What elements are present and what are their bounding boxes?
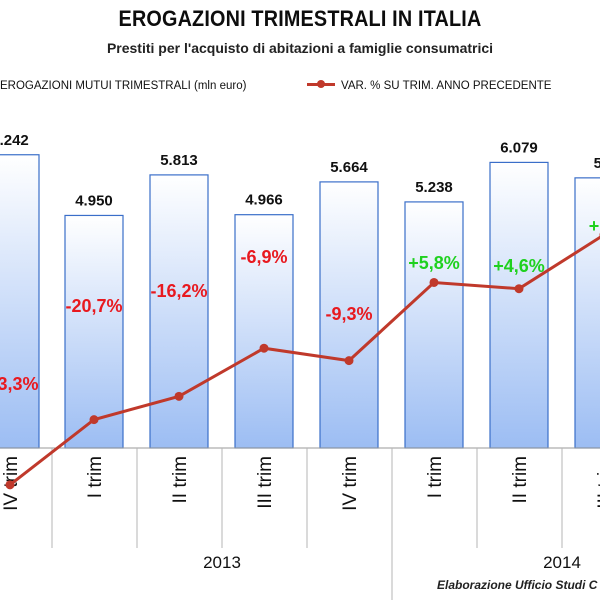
- x-tick-label-3: III trim: [255, 456, 276, 509]
- bar-1: [64, 214, 124, 449]
- x-tick-label-2: II trim: [170, 456, 191, 504]
- chart-title: EROGAZIONI TRIMESTRALI IN ITALIA: [118, 6, 482, 31]
- bar-4: [319, 181, 379, 449]
- legend-line-marker: [317, 80, 325, 88]
- x-tick-label-7: III trim: [595, 456, 600, 509]
- x-group-label-2014: 2014: [543, 553, 581, 572]
- bar-value-label-6: 6.079: [500, 139, 538, 156]
- x-tick-label-1: I trim: [85, 456, 106, 498]
- bar-5: [404, 201, 464, 449]
- x-tick-label-6: II trim: [510, 456, 531, 504]
- bar-value-label-7: 5.7: [594, 155, 600, 172]
- legend-bars-label: EROGAZIONI MUTUI TRIMESTRALI (mln euro): [0, 80, 247, 92]
- line-point-0: [5, 480, 15, 490]
- bar-value-label-2: 5.813: [160, 152, 198, 169]
- bar-value-label-4: 5.664: [330, 159, 368, 176]
- line-value-label-3: -6,9%: [240, 247, 287, 267]
- line-value-label-1: -20,7%: [65, 296, 122, 316]
- bar-value-label-3: 4.966: [245, 192, 283, 209]
- line-point-1: [89, 415, 99, 425]
- line-value-label-2: -16,2%: [150, 281, 207, 301]
- chart-subtitle: Prestiti per l'acquisto di abitazioni a …: [106, 40, 494, 56]
- line-value-label-7: +15: [589, 216, 600, 236]
- bar-0: [0, 154, 40, 449]
- line-point-4: [344, 356, 354, 366]
- legend-line-label: VAR. % SU TRIM. ANNO PRECEDENTE: [341, 80, 552, 92]
- x-tick-label-5: I trim: [425, 456, 446, 498]
- line-value-label-5: +5,8%: [408, 253, 460, 273]
- line-point-2: [174, 391, 184, 401]
- line-value-label-0: -33,3%: [0, 374, 39, 394]
- x-tick-label-4: IV trim: [340, 456, 361, 511]
- chart-legend: EROGAZIONI MUTUI TRIMESTRALI (mln euro) …: [0, 72, 600, 102]
- line-series-path: [9, 235, 600, 487]
- bar-value-label-0: 6.242: [0, 132, 29, 149]
- bar-value-label-5: 5.238: [415, 179, 453, 196]
- x-group-label-2013: 2013: [203, 553, 241, 572]
- line-value-label-6: +4,6%: [493, 256, 545, 276]
- bar-6: [489, 161, 549, 449]
- source-credit: Elaborazione Ufficio Studi C: [437, 578, 598, 592]
- bar-2: [149, 174, 209, 449]
- bar-value-label-1: 4.950: [75, 192, 113, 209]
- line-point-3: [259, 343, 269, 353]
- bar-3: [234, 214, 294, 449]
- line-point-5: [429, 277, 439, 287]
- line-value-label-4: -9,3%: [325, 304, 372, 324]
- line-point-6: [514, 284, 524, 294]
- bar-7: [574, 177, 600, 449]
